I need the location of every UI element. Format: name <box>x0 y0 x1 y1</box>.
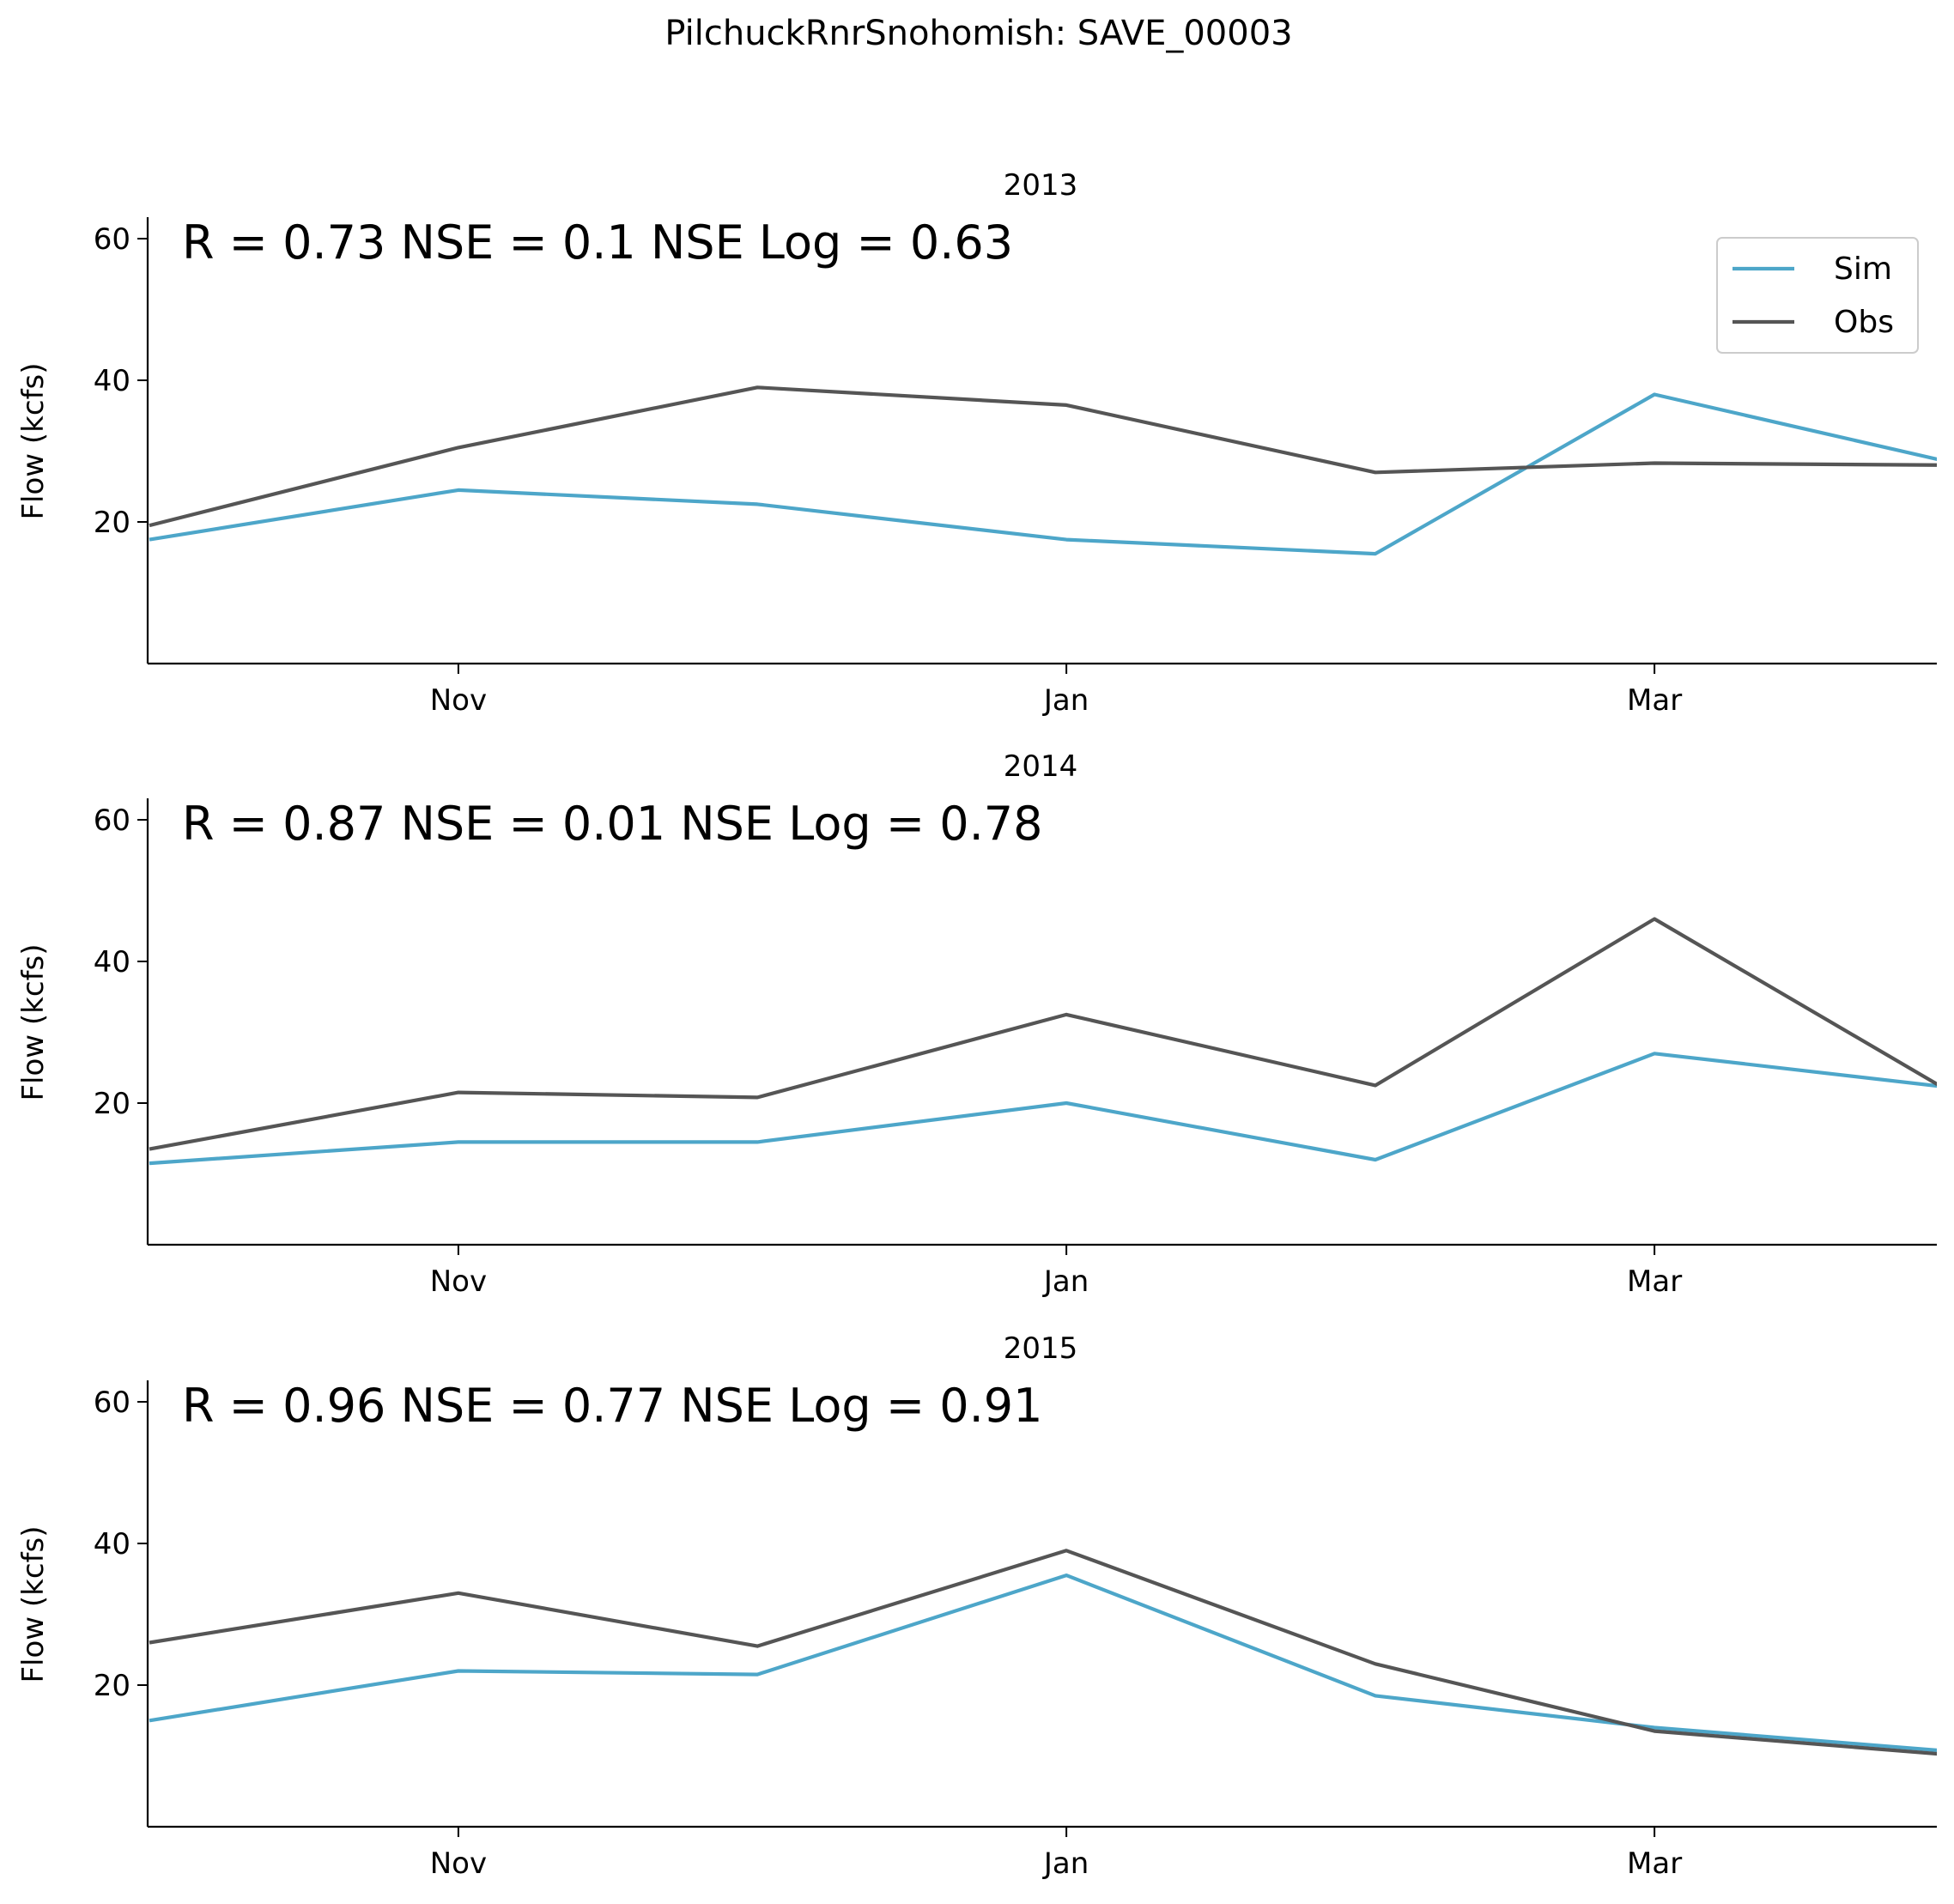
x-tick-label: Mar <box>1627 1264 1682 1299</box>
y-tick-label: 20 <box>94 506 130 540</box>
legend-label-sim: Sim <box>1834 252 1892 287</box>
stats-annotation: R = 0.96 NSE = 0.77 NSE Log = 0.91 <box>182 1379 1042 1433</box>
x-tick-label: Nov <box>430 1846 487 1881</box>
series-line-obs <box>149 385 1937 528</box>
x-tick-label: Nov <box>430 683 487 718</box>
panel-2014: 2014204060NovJanMarMayJulSepFlow (kcfs)R… <box>16 749 1937 1299</box>
x-tick-label: Mar <box>1627 683 1682 718</box>
series-line-sim <box>149 392 1937 556</box>
subplot-title: 2013 <box>1004 168 1078 203</box>
stats-annotation: R = 0.73 NSE = 0.1 NSE Log = 0.63 <box>182 215 1013 270</box>
x-tick-label: Jan <box>1042 683 1089 718</box>
panels: 2013204060NovJanMarMayJulSepFlow (kcfs)R… <box>16 168 1937 1881</box>
y-tick-label: 20 <box>94 1669 130 1703</box>
figure-title: PilchuckRnrSnohomish: SAVE_00003 <box>664 14 1292 53</box>
legend-box <box>1716 237 1919 354</box>
series-line-sim <box>149 1573 1937 1753</box>
x-tick-label: Jan <box>1042 1264 1089 1299</box>
series-line-obs <box>149 1549 1937 1756</box>
y-axis-label: Flow (kcfs) <box>16 1525 51 1683</box>
y-axis-label: Flow (kcfs) <box>16 943 51 1101</box>
x-tick-label: Nov <box>430 1264 487 1299</box>
panel-2015: 2015204060NovJanMarMayJulSepFlow (kcfs)R… <box>16 1331 1937 1881</box>
subplot-title: 2014 <box>1004 749 1078 784</box>
series-line-obs <box>149 917 1937 1151</box>
panel-2013: 2013204060NovJanMarMayJulSepFlow (kcfs)R… <box>16 168 1937 718</box>
stats-annotation: R = 0.87 NSE = 0.01 NSE Log = 0.78 <box>182 797 1042 851</box>
subplot-title: 2015 <box>1004 1331 1078 1366</box>
x-tick-label: Mar <box>1627 1846 1682 1881</box>
y-tick-label: 60 <box>94 1386 130 1420</box>
x-tick-label: Jan <box>1042 1846 1089 1881</box>
y-tick-label: 60 <box>94 803 130 838</box>
y-axis-label: Flow (kcfs) <box>16 362 51 519</box>
y-tick-label: 40 <box>94 364 130 398</box>
series-line-sim <box>149 1052 1937 1166</box>
y-tick-label: 20 <box>94 1087 130 1121</box>
y-tick-label: 40 <box>94 1527 130 1561</box>
y-tick-label: 60 <box>94 222 130 257</box>
y-tick-label: 40 <box>94 945 130 979</box>
legend-label-obs: Obs <box>1834 305 1894 340</box>
